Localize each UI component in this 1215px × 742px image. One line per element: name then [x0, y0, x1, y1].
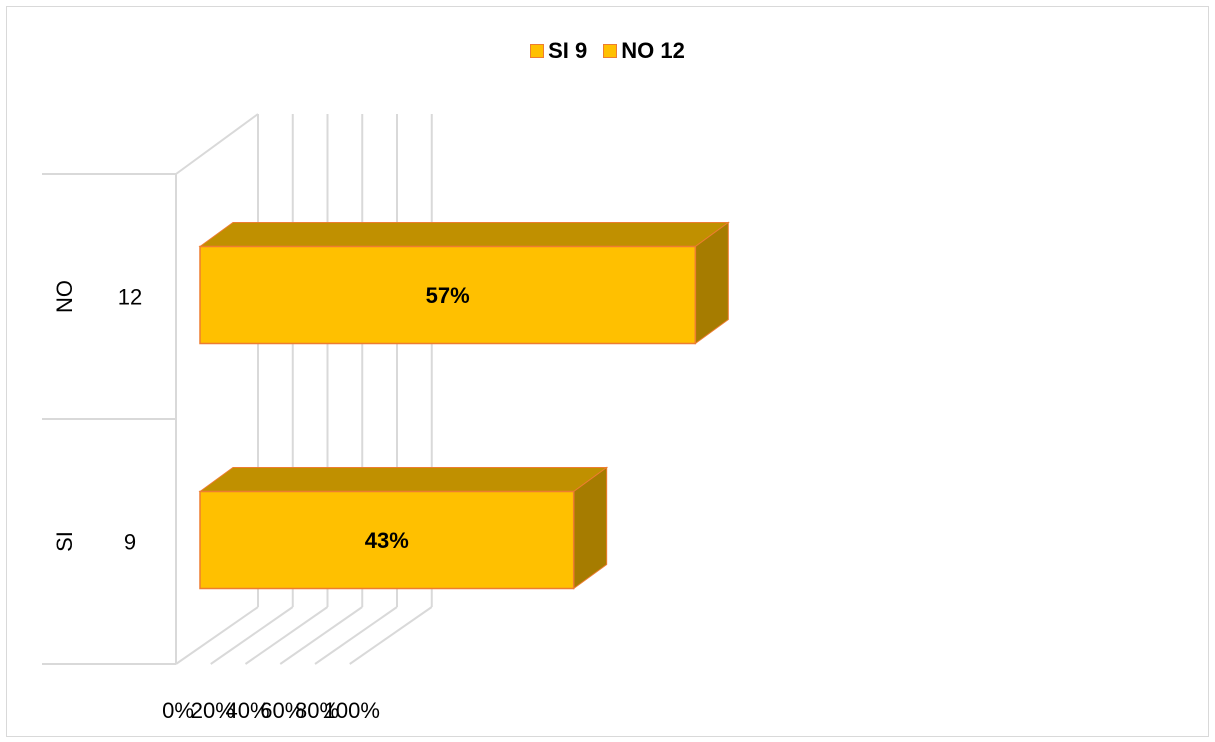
x-tick-label: 0% [162, 698, 194, 723]
legend: SI 9 NO 12 [0, 38, 1215, 64]
gridline-floor [349, 606, 433, 665]
gridline-floor [279, 606, 363, 665]
gridline-floor [244, 606, 329, 665]
gridline-floor [210, 606, 294, 665]
x-tick-label: 100% [324, 698, 380, 723]
x-tick-label: 80% [295, 698, 339, 723]
y-category-count: 9 [124, 530, 136, 555]
gridline-floor [314, 606, 398, 665]
side-wall-top-edge [175, 113, 259, 175]
legend-label-si: SI 9 [548, 38, 588, 63]
legend-item-no: NO 12 [603, 38, 685, 64]
x-tick-label: 40% [225, 698, 269, 723]
bar-top-face [198, 467, 609, 492]
legend-swatch-no [603, 44, 618, 58]
x-tick-label: 60% [260, 698, 304, 723]
chart-frame [6, 6, 1209, 737]
gridline-floor [175, 606, 259, 665]
bar-front-face [199, 245, 697, 345]
legend-label-no: NO 12 [621, 38, 685, 63]
bar-top-face [198, 222, 730, 247]
y-category-count: 12 [118, 285, 142, 310]
legend-item-si: SI 9 [530, 38, 587, 64]
data-label: 57% [426, 283, 470, 308]
y-category-label: NO [52, 280, 77, 313]
data-label: 43% [365, 528, 409, 553]
x-tick-label: 20% [191, 698, 235, 723]
legend-swatch-si [530, 44, 545, 58]
bar-front-face [199, 490, 575, 590]
y-category-label: SI [52, 531, 77, 552]
